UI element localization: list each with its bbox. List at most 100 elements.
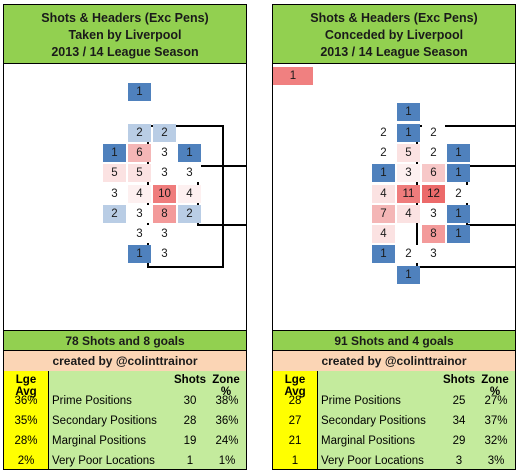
zone-cell: 8 [422, 225, 445, 244]
zone-cell: 2 [153, 123, 176, 142]
zone-cell: 3 [103, 184, 126, 203]
zone-cell: 5 [397, 143, 420, 162]
panel-conceded: Shots & Headers (Exc Pens) Conceded by L… [272, 4, 516, 470]
row-label-prime: Prime Positions [52, 395, 132, 407]
zone-cell: 3 [397, 164, 420, 183]
zone-breakdown: Shots Zone % Prime Positions Secondary P… [49, 371, 246, 469]
shots-secondary: 28 [183, 415, 197, 427]
zone-cell: 1 [397, 103, 420, 122]
shots-header: Shots [174, 374, 206, 386]
zone-cell: 2 [372, 123, 395, 142]
zone-very-poor: 3% [487, 455, 505, 467]
six-yard-box [466, 165, 515, 226]
lge-avg-marginal: 21 [288, 435, 302, 447]
zone-cell: 3 [128, 204, 151, 223]
lge-avg-prime: 28 [288, 395, 302, 407]
lge-avg-prime: 36% [14, 395, 38, 407]
zone-cell: 1 [397, 123, 420, 142]
zone-cell: 6 [422, 164, 445, 183]
zone-cell: 5 [103, 164, 126, 183]
zone-marginal: 32% [484, 435, 508, 447]
zone-cell: 1 [447, 164, 470, 183]
row-label-very-poor: Very Poor Locations [52, 455, 155, 467]
six-yard-box [197, 165, 246, 226]
zone-cell: 4 [372, 184, 395, 203]
panel-header: Shots & Headers (Exc Pens) Taken by Live… [4, 5, 246, 64]
shots-prime: 30 [183, 395, 197, 407]
panel-season: 2013 / 14 League Season [320, 45, 468, 59]
zone-cell: 1 [447, 204, 470, 223]
row-label-secondary: Secondary Positions [321, 415, 426, 427]
credit-line: created by @colinttrainor [273, 350, 515, 371]
zone-cell: 2 [422, 143, 445, 162]
zone-prime: 27% [484, 395, 508, 407]
zone-very-poor: 1% [218, 455, 236, 467]
zone-cell: 3 [178, 164, 201, 183]
zone-cell: 1 [372, 245, 395, 264]
lge-avg-header: Lge Avg [284, 374, 306, 398]
shots-very-poor: 3 [455, 455, 463, 467]
zone-cell: 6 [128, 143, 151, 162]
shots-marginal: 19 [183, 435, 197, 447]
zone-secondary: 37% [484, 415, 508, 427]
zone-cell: 8 [153, 204, 176, 223]
zone-table: Lge Avg 36% 35% 28% 2% Shots Zone % Prim… [4, 371, 246, 469]
zone-cell: 3 [422, 245, 445, 264]
credit-line: created by @colinttrainor [4, 350, 246, 371]
shots-goals-summary: 78 Shots and 8 goals [4, 330, 246, 351]
zone-header: Zone % [481, 374, 509, 398]
league-average-column: Lge Avg 36% 35% 28% 2% [4, 371, 49, 469]
zone-cell: 2 [397, 245, 420, 264]
shots-prime: 25 [452, 395, 466, 407]
lge-avg-marginal: 28% [14, 435, 38, 447]
zone-table: Lge Avg 28 27 21 1 Shots Zone % Prime Po… [273, 371, 515, 469]
shots-header: Shots [443, 374, 475, 386]
zone-cell: 1 [397, 265, 420, 284]
zone-cell: 7 [372, 204, 395, 223]
zone-cell: 4 [372, 225, 395, 244]
zone-cell: 12 [422, 184, 445, 203]
zone-cell: 1 [128, 245, 151, 264]
row-label-marginal: Marginal Positions [321, 435, 415, 447]
zone-cell: 1 [447, 225, 470, 244]
shots-goals-summary: 91 Shots and 4 goals [273, 330, 515, 351]
zone-cell: 2 [103, 204, 126, 223]
zone-breakdown: Shots Zone % Prime Positions Secondary P… [318, 371, 515, 469]
zone-cell: 1 [273, 67, 313, 85]
zone-cell: 2 [422, 123, 445, 142]
shots-secondary: 34 [452, 415, 466, 427]
lge-avg-secondary: 35% [14, 415, 38, 427]
zone-cell: 3 [153, 164, 176, 183]
row-label-prime: Prime Positions [321, 395, 401, 407]
panel-taken: Shots & Headers (Exc Pens) Taken by Live… [3, 4, 247, 470]
zone-cell: 1 [103, 143, 126, 162]
zone-cell: 4 [178, 184, 201, 203]
zone-prime: 38% [215, 395, 239, 407]
zone-cell: 3 [153, 245, 176, 264]
zone-cell: 10 [153, 184, 176, 203]
league-average-column: Lge Avg 28 27 21 1 [273, 371, 318, 469]
lge-avg-very-poor: 2% [17, 455, 35, 467]
zone-cell: 1 [372, 164, 395, 183]
panel-subtitle: Taken by Liverpool [68, 28, 182, 42]
lge-avg-secondary: 27 [288, 415, 302, 427]
zone-marginal: 24% [215, 435, 239, 447]
zone-cell: 3 [153, 225, 176, 244]
panel-season: 2013 / 14 League Season [51, 45, 199, 59]
panel-subtitle: Conceded by Liverpool [324, 28, 464, 42]
row-label-very-poor: Very Poor Locations [321, 455, 424, 467]
zone-cell: 1 [447, 143, 470, 162]
row-label-marginal: Marginal Positions [52, 435, 146, 447]
zone-cell: 2 [372, 143, 395, 162]
zone-cell: 4 [128, 184, 151, 203]
zone-secondary: 36% [215, 415, 239, 427]
panel-header: Shots & Headers (Exc Pens) Conceded by L… [273, 5, 515, 64]
zone-cell: 1 [178, 143, 201, 162]
zone-cell: 5 [128, 164, 151, 183]
zone-cell: 3 [153, 143, 176, 162]
zone-cell: 2 [447, 184, 470, 203]
zone-cell: 1 [128, 83, 151, 101]
zone-cell: 3 [128, 225, 151, 244]
shot-map: 1 1 2 1 2 2 5 2 1 1 3 6 1 4 11 12 2 7 4 3 1 4 8 1 1 2 3 1 [273, 64, 515, 330]
